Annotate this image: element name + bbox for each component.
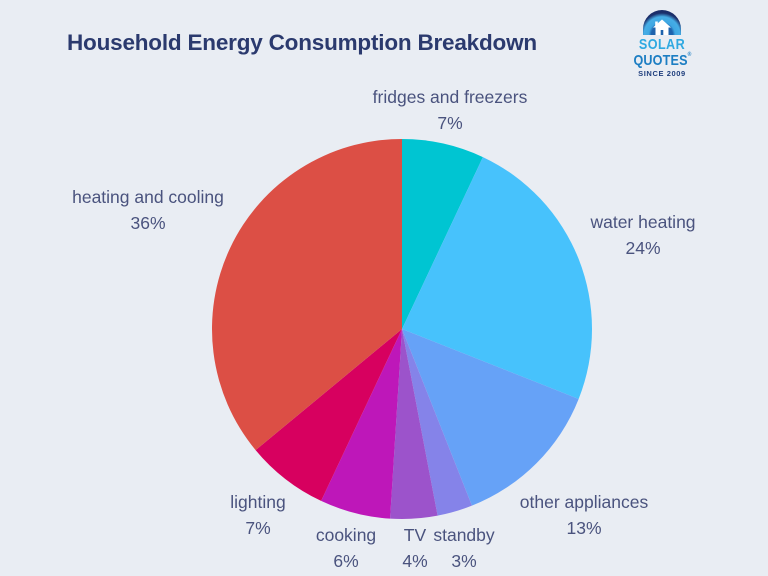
pie-slice-water-heating [402, 157, 593, 399]
slice-label-value: 24% [625, 238, 661, 258]
slice-label-name: TV [403, 525, 427, 545]
slice-label-value: 4% [402, 551, 428, 571]
logo-text-quotes: QUOTES® [633, 52, 692, 69]
slice-label-fridges-and-freezers: fridges and freezers 7% [373, 84, 528, 136]
slice-label-value: 36% [130, 213, 166, 233]
solarquotes-logo: SOLAR QUOTES® SINCE 2009 [628, 10, 696, 78]
slice-label-name: water heating [590, 212, 696, 232]
pie-slice-other-appliances [402, 329, 579, 506]
slice-label-value: 13% [566, 518, 602, 538]
pie-slice-fridges-and-freezers [402, 139, 483, 329]
slice-label-value: 6% [333, 551, 359, 571]
slice-label-standby: standby 3% [433, 522, 494, 574]
pie-slice-standby [402, 329, 472, 516]
house-in-dome-icon [643, 10, 681, 35]
slice-label-lighting: lighting 7% [230, 489, 285, 541]
slice-label-name: standby [433, 525, 495, 545]
slice-label-value: 3% [451, 551, 477, 571]
slice-label-name: heating and cooling [72, 187, 224, 207]
logo-tagline: SINCE 2009 [638, 69, 686, 78]
logo-quotes-word: QUOTES [633, 52, 688, 69]
page-title: Household Energy Consumption Breakdown [67, 30, 537, 55]
pie-slice-lighting [255, 329, 402, 501]
slice-label-name: fridges and freezers [372, 87, 528, 107]
house-glyph [653, 19, 671, 35]
pie-slice-cooking [321, 329, 402, 519]
slice-label-other-appliances: other appliances 13% [520, 489, 648, 541]
slice-label-value: 7% [245, 518, 271, 538]
pie-slice-heating-and-cooling [211, 139, 402, 451]
slice-label-tv: TV 4% [402, 522, 427, 574]
pie-slice-tv [390, 329, 438, 520]
registered-mark: ® [687, 52, 692, 58]
slice-label-name: cooking [315, 525, 377, 545]
slice-label-water-heating: water heating 24% [590, 209, 695, 261]
slice-label-name: lighting [230, 492, 286, 512]
slice-label-value: 7% [437, 113, 463, 133]
slice-label-heating-and-cooling: heating and cooling 36% [72, 184, 224, 236]
slice-label-cooking: cooking 6% [316, 522, 376, 574]
slice-label-name: other appliances [519, 492, 649, 512]
logo-text-solar: SOLAR [638, 36, 686, 53]
